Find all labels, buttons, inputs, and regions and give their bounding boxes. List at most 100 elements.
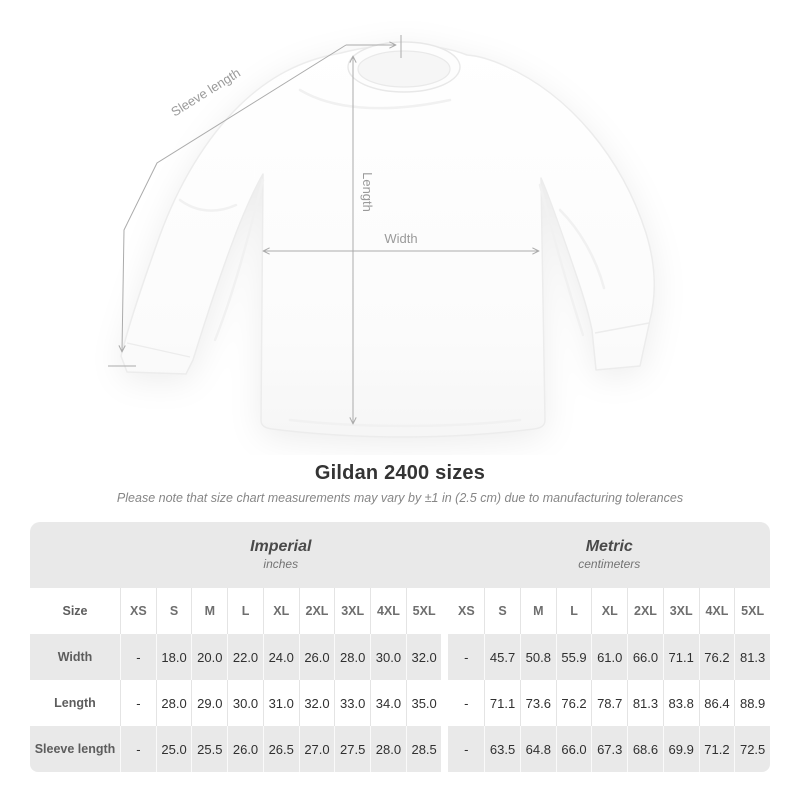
page-title: Gildan 2400 sizes <box>314 462 486 484</box>
table-cell: - <box>464 695 469 711</box>
left-cuff-seam <box>126 342 191 358</box>
table-cell: 35.0 <box>405 680 442 726</box>
table-cell: 72.5 <box>734 726 770 772</box>
table-cell: - <box>464 741 469 757</box>
table-cell: 55.9 <box>555 634 592 680</box>
metric-section-header: Metric centimeters <box>449 522 771 588</box>
shirt-measurement-diagram: Sleeve length Length Width <box>108 35 655 438</box>
size-col-header: 3XL <box>334 588 370 634</box>
table-cell: 26.5 <box>262 726 299 772</box>
table-row-sleeve-length: Sleeve length - 25.0 25.5 26.0 26.5 27.0… <box>30 726 770 772</box>
collar-inner <box>357 50 451 88</box>
table-cell: 73.6 <box>519 680 556 726</box>
sleeve-length-label: Sleeve length <box>168 65 243 119</box>
length-label: Length <box>360 172 375 212</box>
size-header-row: Size XS S M L XL 2XL 3XL 4XL 5XL XS S M … <box>30 588 770 634</box>
table-cell: 25.0 <box>155 726 192 772</box>
size-col-header: M <box>191 588 227 634</box>
size-col-header: XL <box>262 588 299 634</box>
table-cell: 28.0 <box>370 726 406 772</box>
table-cell: 28.0 <box>155 680 192 726</box>
size-col-header: 5XL <box>734 588 770 634</box>
size-col-header: M <box>519 588 556 634</box>
size-col-header: 5XL <box>405 588 442 634</box>
table-cell: 81.3 <box>734 634 770 680</box>
size-col-header: XS <box>458 604 475 618</box>
imperial-section-header: Imperial inches <box>120 522 442 588</box>
table-cell: 24.0 <box>262 634 299 680</box>
table-cell: 50.8 <box>519 634 556 680</box>
table-row-length: Length - 28.0 29.0 30.0 31.0 32.0 33.0 3… <box>30 680 770 726</box>
imperial-label: Imperial <box>250 538 312 556</box>
right-cuff-seam <box>594 322 650 334</box>
size-col-header: 4XL <box>698 588 735 634</box>
table-cell: 32.0 <box>298 680 335 726</box>
metric-label: Metric <box>585 538 633 556</box>
fabric-folds <box>178 88 606 428</box>
measurement-lines <box>108 35 538 423</box>
table-cell: 81.3 <box>627 680 663 726</box>
size-col-header: S <box>484 588 520 634</box>
table-cell: - <box>120 634 156 680</box>
table-cell: 64.8 <box>519 726 556 772</box>
size-row-label: Size <box>62 604 88 618</box>
table-cell: 78.7 <box>591 680 627 726</box>
table-cell: 22.0 <box>227 634 263 680</box>
table-cell: 86.4 <box>698 680 735 726</box>
table-cell: 30.0 <box>370 634 406 680</box>
size-col-header: L <box>555 588 592 634</box>
table-cell: 34.0 <box>370 680 406 726</box>
imperial-unit: inches <box>263 557 299 572</box>
table-cell: 83.8 <box>662 680 699 726</box>
table-cell: 28.0 <box>334 634 370 680</box>
table-cell: 33.0 <box>334 680 370 726</box>
table-cell: 45.7 <box>484 634 520 680</box>
table-cell: 67.3 <box>591 726 627 772</box>
table-cell: 27.5 <box>334 726 370 772</box>
table-cell: - <box>120 726 156 772</box>
section-gap <box>441 634 449 680</box>
size-table: Imperial inches Metric centimeters Size … <box>30 522 770 772</box>
table-cell: 29.0 <box>191 680 227 726</box>
sleeve-measure-line <box>122 44 347 351</box>
section-gap <box>441 680 448 726</box>
table-cell: 76.2 <box>698 634 735 680</box>
tolerance-note: Please note that size chart measurements… <box>116 491 684 505</box>
table-cell: 26.0 <box>227 726 263 772</box>
metric-unit: centimeters <box>578 557 641 572</box>
long-sleeve-shirt-illustration <box>120 41 655 438</box>
title-block: Gildan 2400 sizes Please note that size … <box>0 462 800 505</box>
table-cell: 27.0 <box>298 726 335 772</box>
table-cell: 69.9 <box>662 726 699 772</box>
table-cell: 71.1 <box>484 680 520 726</box>
table-cell: 68.6 <box>627 726 663 772</box>
table-cell: 30.0 <box>227 680 263 726</box>
table-cell: 66.0 <box>627 634 663 680</box>
size-col-header: S <box>155 588 192 634</box>
table-cell: 66.0 <box>555 726 592 772</box>
size-col-header: 3XL <box>662 588 699 634</box>
table-cell: 76.2 <box>555 680 592 726</box>
table-cell: 28.5 <box>405 726 442 772</box>
table-cell: 61.0 <box>591 634 627 680</box>
table-cell: - <box>120 680 156 726</box>
table-cell: 20.0 <box>191 634 227 680</box>
row-label: Width <box>57 650 93 664</box>
size-col-header: 2XL <box>298 588 335 634</box>
size-col-header: L <box>227 588 263 634</box>
section-gap <box>441 588 448 634</box>
table-cell: 31.0 <box>262 680 299 726</box>
table-row-width: Width - 18.0 20.0 22.0 24.0 26.0 28.0 30… <box>30 634 770 680</box>
row-label: Length <box>54 696 96 710</box>
size-col-header: XS <box>120 588 156 634</box>
size-col-header: 4XL <box>370 588 406 634</box>
size-col-header: XL <box>591 588 627 634</box>
table-cell: 88.9 <box>734 680 770 726</box>
row-label: Sleeve length <box>34 742 116 756</box>
table-cell: 63.5 <box>484 726 520 772</box>
shirt-diagram-svg: Sleeve length Length Width <box>108 35 655 438</box>
table-cell: - <box>464 649 469 665</box>
section-gap <box>441 726 449 772</box>
table-cell: 71.2 <box>698 726 735 772</box>
